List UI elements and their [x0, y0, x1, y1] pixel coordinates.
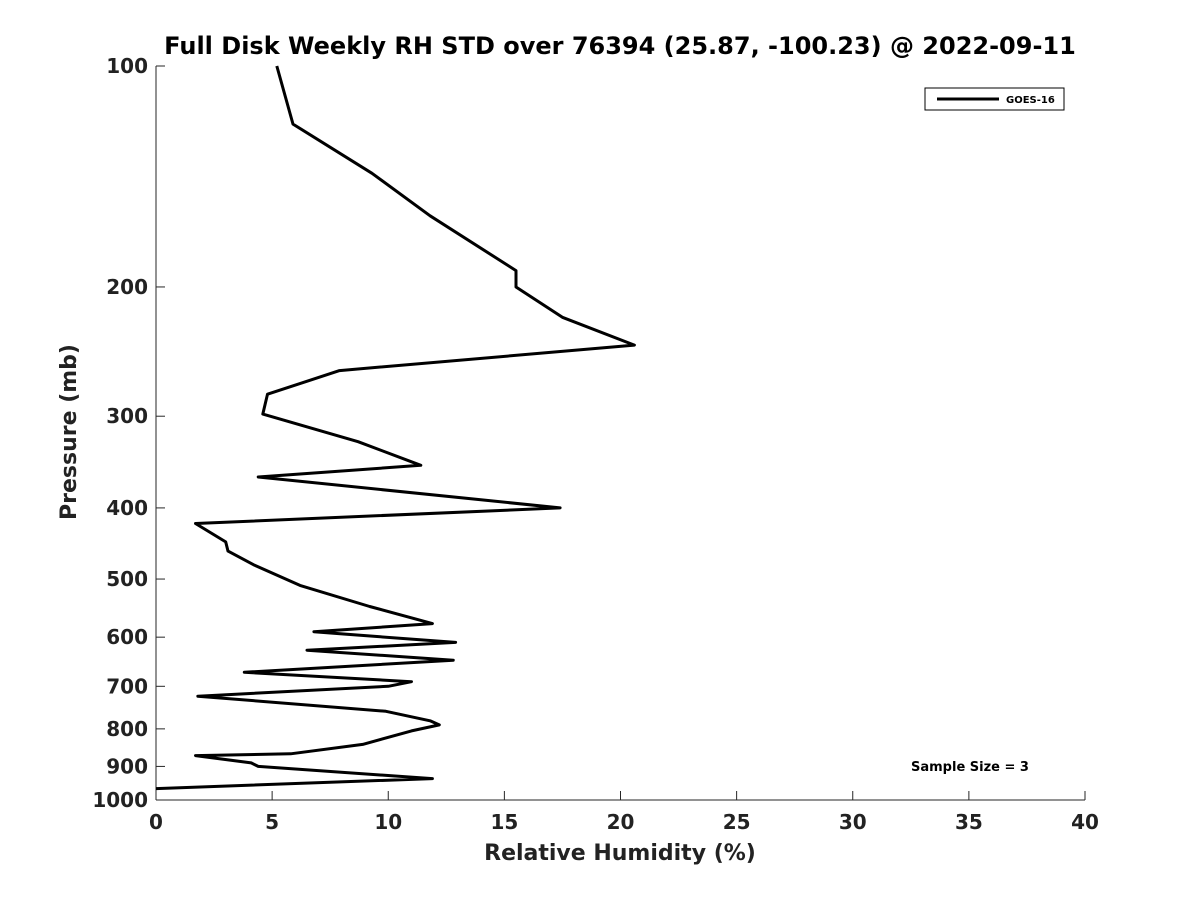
x-tick-label: 35	[955, 810, 983, 834]
y-tick-label: 100	[106, 54, 148, 78]
y-tick-label: 300	[106, 404, 148, 428]
x-tick-label: 15	[490, 810, 518, 834]
sample-size-annotation: Sample Size = 3	[911, 760, 1029, 775]
y-tick-label: 400	[106, 496, 148, 520]
series-layer	[155, 65, 636, 791]
y-tick-label: 600	[106, 625, 148, 649]
x-tick-label: 20	[607, 810, 635, 834]
x-axis: 0 5 10 15 20 25 30 35 40	[149, 791, 1099, 834]
legend: GOES-16	[924, 87, 1065, 111]
x-tick-label: 25	[723, 810, 751, 834]
x-tick-label: 5	[265, 810, 279, 834]
y-axis-label: Pressure (mb)	[57, 344, 82, 520]
series-line-goes-16	[155, 65, 636, 791]
x-tick-label: 10	[374, 810, 402, 834]
x-tick-label: 30	[839, 810, 867, 834]
y-tick-label: 1000	[92, 788, 148, 812]
y-tick-label: 800	[106, 717, 148, 741]
y-tick-label: 200	[106, 275, 148, 299]
x-axis-label: Relative Humidity (%)	[484, 841, 756, 866]
chart-title: Full Disk Weekly RH STD over 76394 (25.8…	[164, 32, 1076, 60]
y-axis: 100 200 300 400 500 600 700 800 900 1000	[92, 54, 165, 812]
y-tick-label: 500	[106, 567, 148, 591]
x-tick-label: 40	[1071, 810, 1099, 834]
y-tick-label: 700	[106, 674, 148, 698]
legend-label-goes-16: GOES-16	[1006, 95, 1055, 106]
x-tick-label: 0	[149, 810, 163, 834]
y-tick-label: 900	[106, 754, 148, 778]
